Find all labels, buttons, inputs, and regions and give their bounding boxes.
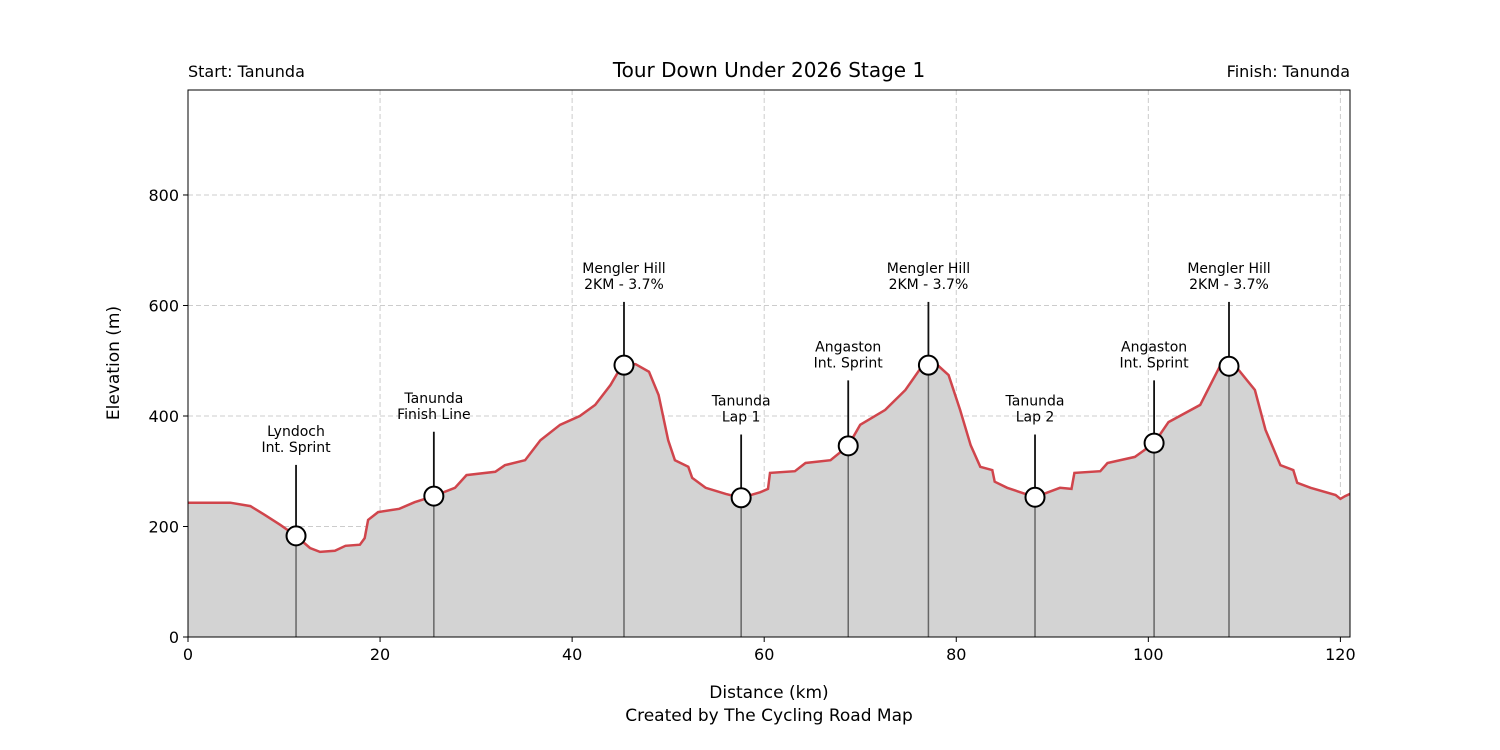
chart-title: Tour Down Under 2026 Stage 1 xyxy=(612,58,925,82)
marker-label: Angaston xyxy=(1121,339,1187,355)
marker-label: Int. Sprint xyxy=(1119,355,1189,371)
marker-label: Angaston xyxy=(815,339,881,355)
marker-point xyxy=(285,525,307,547)
marker-label: Int. Sprint xyxy=(261,440,331,456)
marker-label: Mengler Hill xyxy=(887,261,970,277)
x-tick-label: 100 xyxy=(1133,645,1164,664)
y-tick-label: 600 xyxy=(148,296,179,315)
y-tick-label: 400 xyxy=(148,407,179,426)
marker-point xyxy=(423,485,445,507)
marker-point xyxy=(917,354,939,376)
x-tick-label: 60 xyxy=(754,645,774,664)
finish-label: Finish: Tanunda xyxy=(1227,62,1350,81)
marker-point xyxy=(1024,486,1046,508)
x-tick-label: 20 xyxy=(370,645,390,664)
axis-ticks: 0 20 40 60 80 100 120 0 200 400 600 800 xyxy=(148,186,1355,664)
marker-label: Mengler Hill xyxy=(582,261,665,277)
start-label: Start: Tanunda xyxy=(188,62,305,81)
marker-point xyxy=(1218,355,1240,377)
credit-text: Created by The Cycling Road Map xyxy=(625,706,913,726)
elevation-area-fill xyxy=(188,362,1350,637)
marker-label: Mengler Hill xyxy=(1187,261,1270,277)
marker-label: Tanunda xyxy=(711,394,771,410)
marker-point xyxy=(730,487,752,509)
elevation-line xyxy=(188,361,1351,554)
marker-point xyxy=(837,435,859,457)
x-axis-label: Distance (km) xyxy=(709,683,828,703)
plot-frame xyxy=(187,89,1351,638)
marker-label: Tanunda xyxy=(403,391,463,407)
marker-label: Finish Line xyxy=(397,407,470,423)
marker-label: Int. Sprint xyxy=(814,355,884,371)
marker-point xyxy=(1143,432,1165,454)
x-tick-label: 0 xyxy=(183,645,193,664)
marker-lines xyxy=(295,365,1230,637)
y-axis-label: Elevation (m) xyxy=(104,306,124,420)
y-tick-label: 0 xyxy=(169,628,179,647)
marker-label: Tanunda xyxy=(1005,394,1065,410)
x-tick-label: 120 xyxy=(1325,645,1356,664)
marker-label: 2KM - 3.7% xyxy=(584,277,664,293)
marker-label: 2KM - 3.7% xyxy=(1189,277,1269,293)
marker-label: Lyndoch xyxy=(267,424,325,440)
marker-label: Lap 2 xyxy=(1016,410,1055,426)
marker-point xyxy=(613,354,635,376)
marker-label: Lap 1 xyxy=(722,410,761,426)
x-tick-label: 40 xyxy=(562,645,582,664)
y-tick-label: 800 xyxy=(148,186,179,205)
y-tick-label: 200 xyxy=(148,517,179,536)
marker-label: 2KM - 3.7% xyxy=(889,277,969,293)
x-tick-label: 80 xyxy=(946,645,966,664)
